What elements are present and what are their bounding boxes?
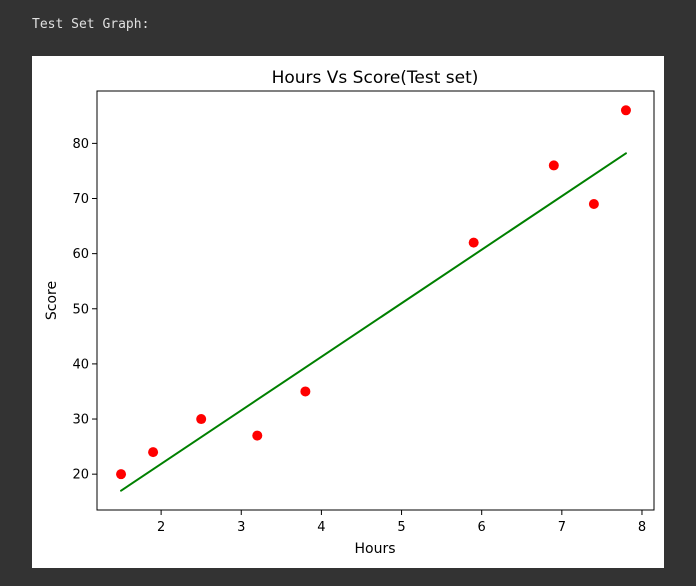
x-tick-label-4: 6 <box>478 520 486 535</box>
plot-series <box>116 105 631 492</box>
x-tick-label-2: 4 <box>317 520 325 535</box>
x-axis-ticks: 2 3 4 5 6 7 8 <box>157 510 646 535</box>
x-tick-label-3: 5 <box>397 520 405 535</box>
x-tick-label-5: 7 <box>558 520 566 535</box>
scatter-point-3 <box>252 430 263 441</box>
y-axis-ticks: 20 30 40 50 60 70 80 <box>72 137 97 483</box>
y-tick-label-1: 30 <box>72 413 89 428</box>
scatter-point-5 <box>468 237 479 248</box>
y-tick-label-5: 70 <box>72 192 89 207</box>
x-axis-label: Hours <box>354 541 395 557</box>
scatter-point-7 <box>588 199 599 210</box>
x-tick-label-1: 3 <box>237 520 245 535</box>
y-tick-label-3: 50 <box>72 302 89 317</box>
scatter-point-1 <box>148 447 159 458</box>
chart-title: Hours Vs Score(Test set) <box>272 68 479 88</box>
plot-frame <box>96 90 655 511</box>
y-tick-label-6: 80 <box>72 137 89 152</box>
scatter-plot: Hours Vs Score(Test set) 20304050607080 … <box>44 68 655 557</box>
scatter-point-8 <box>620 105 631 116</box>
y-tick-label-2: 40 <box>72 357 89 372</box>
regression-line <box>120 152 627 492</box>
y-axis-label: Score <box>44 281 60 320</box>
x-tick-label-0: 2 <box>157 520 165 535</box>
output-label: Test Set Graph: <box>32 17 150 32</box>
x-tick-label-6: 8 <box>638 520 646 535</box>
scatter-point-0 <box>116 469 127 480</box>
scatter-point-4 <box>300 386 311 397</box>
y-tick-label-0: 20 <box>72 468 89 483</box>
scatter-point-2 <box>196 414 207 425</box>
scatter-point-6 <box>548 160 559 171</box>
chart-figure: Hours Vs Score(Test set) 20 30 40 50 60 70 80 … <box>32 56 664 568</box>
y-tick-label-4: 60 <box>72 247 89 262</box>
